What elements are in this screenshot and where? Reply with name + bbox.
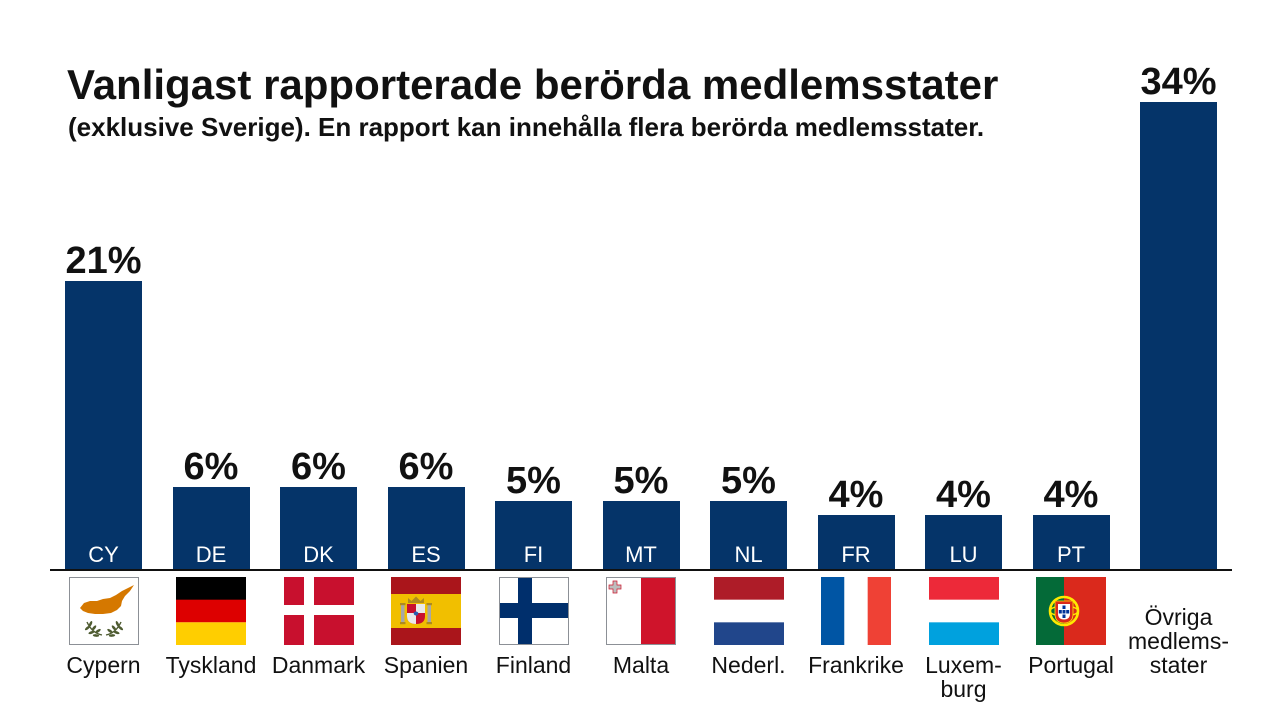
category-label-mt: Malta: [612, 652, 670, 678]
denmark-flag-icon: [283, 577, 354, 645]
value-label-es: 6%: [398, 446, 454, 489]
category-label-pt: Portugal: [1028, 652, 1114, 678]
code-label-fr: FR: [841, 542, 871, 567]
malta-flag-icon: [606, 577, 676, 645]
bar-fi: [495, 501, 572, 570]
portugal-flag-icon: [1036, 577, 1106, 645]
code-label-cy: CY: [88, 542, 119, 567]
bar-lu: [925, 514, 1002, 570]
chart-subtitle: (exklusive Sverige). En rapport kan inne…: [68, 112, 985, 142]
code-label-dk: DK: [303, 542, 334, 567]
bar-de: [172, 487, 250, 570]
value-label-pt: 4%: [1043, 473, 1099, 516]
luxembourg-flag-icon: [928, 577, 999, 645]
spain-flag-icon: [391, 577, 461, 645]
finland-flag-icon: [498, 577, 569, 645]
category-label-es: Spanien: [383, 652, 469, 678]
value-label-fr: 4%: [828, 473, 884, 516]
cyprus-flag-icon: [68, 577, 139, 645]
category-label-lu: Luxem- burg: [925, 652, 1002, 702]
bar-dk: [280, 487, 357, 570]
bar-fr: [817, 514, 895, 570]
netherlands-flag-icon: [713, 577, 784, 645]
value-label-dk: 6%: [291, 446, 346, 489]
code-label-nl: NL: [734, 542, 763, 567]
category-label-de: Tyskland: [165, 652, 257, 678]
bar-nl: [710, 501, 787, 570]
code-label-lu: LU: [949, 542, 978, 567]
value-label-fi: 5%: [506, 460, 561, 503]
category-label-fr: Frankrike: [808, 652, 904, 678]
value-label-other: 34%: [1140, 61, 1217, 103]
bar-other: [1140, 102, 1217, 570]
category-label-cy: Cypern: [66, 652, 141, 678]
bar-es: [387, 487, 465, 570]
value-label-nl: 5%: [721, 460, 776, 503]
value-label-de: 6%: [183, 446, 239, 489]
x-axis-line: [50, 569, 1232, 571]
category-label-nl: Nederl.: [711, 652, 786, 678]
code-label-pt: PT: [1056, 542, 1086, 567]
category-label-fi: Finland: [495, 652, 572, 678]
category-label-dk: Danmark: [271, 652, 366, 678]
code-label-mt: MT: [625, 542, 657, 567]
chart-title: Vanligast rapporterade berörda medlemsst…: [67, 61, 999, 108]
category-label-other: Övriga medlems- stater: [1128, 604, 1229, 678]
bar-pt: [1032, 514, 1110, 570]
germany-flag-icon: [176, 577, 246, 645]
value-label-lu: 4%: [936, 473, 991, 516]
bar-cy: [65, 280, 142, 570]
value-label-mt: 5%: [613, 460, 669, 503]
code-label-de: DE: [195, 542, 227, 567]
code-label-fi: FI: [523, 542, 544, 567]
code-label-es: ES: [411, 542, 441, 567]
france-flag-icon: [821, 577, 891, 645]
value-label-cy: 21%: [65, 239, 142, 282]
bar-mt: [602, 501, 680, 570]
